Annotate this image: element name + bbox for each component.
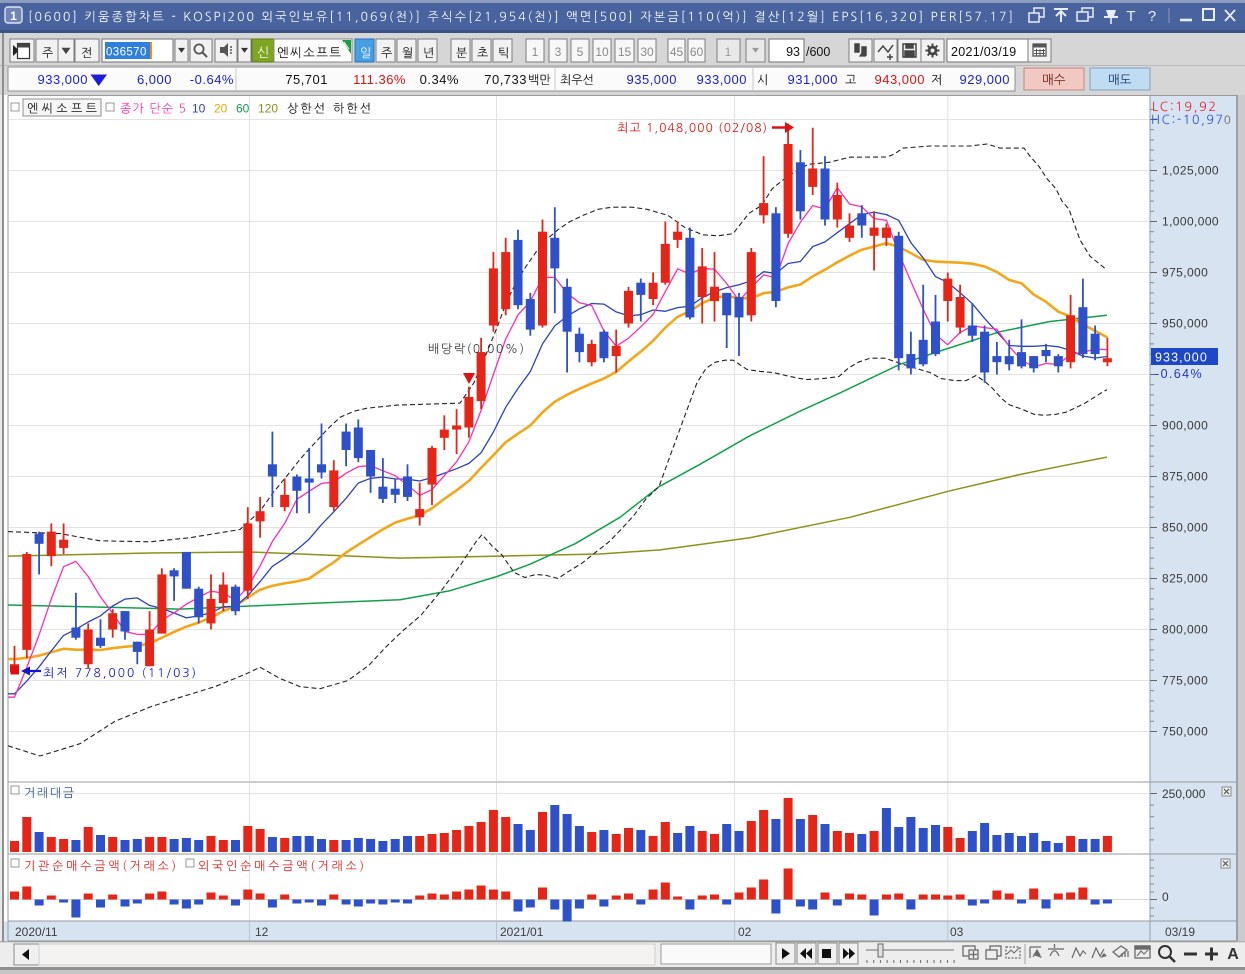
svg-text:036570: 036570: [106, 47, 147, 59]
svg-text:933,000: 933,000: [697, 72, 748, 87]
svg-text:850,000: 850,000: [1162, 521, 1208, 535]
svg-text:111.36%: 111.36%: [353, 72, 406, 87]
svg-text:2020/11: 2020/11: [15, 925, 58, 939]
svg-text:?: ?: [1148, 8, 1156, 25]
svg-text:15: 15: [618, 45, 632, 59]
svg-text:0.34%: 0.34%: [420, 72, 459, 87]
svg-text:1,000,000: 1,000,000: [1162, 215, 1219, 229]
svg-text:A: A: [1227, 946, 1239, 963]
svg-text:75,701: 75,701: [285, 72, 328, 87]
svg-text:T: T: [1126, 8, 1135, 25]
svg-text:1: 1: [532, 45, 539, 59]
svg-text:875,000: 875,000: [1162, 470, 1208, 484]
svg-text:975,000: 975,000: [1162, 266, 1208, 280]
svg-text:60: 60: [236, 102, 250, 116]
svg-text:03/19: 03/19: [1165, 925, 1195, 939]
svg-text:933,000: 933,000: [1155, 351, 1208, 365]
svg-text:2021/01: 2021/01: [500, 925, 544, 939]
svg-text:800,000: 800,000: [1162, 623, 1208, 637]
svg-text:935,000: 935,000: [627, 72, 678, 87]
svg-text:/600: /600: [806, 45, 830, 59]
svg-text:825,000: 825,000: [1162, 572, 1208, 586]
svg-text:02: 02: [738, 925, 752, 939]
svg-text:-0.64%: -0.64%: [190, 72, 234, 87]
svg-text:943,000: 943,000: [875, 72, 926, 87]
svg-text:30: 30: [640, 45, 654, 59]
svg-text:70,733: 70,733: [484, 72, 527, 87]
svg-text:10: 10: [595, 45, 609, 59]
svg-text:0: 0: [1224, 113, 1231, 127]
svg-text:750,000: 750,000: [1162, 725, 1208, 739]
svg-text:900,000: 900,000: [1162, 419, 1208, 433]
svg-text:1: 1: [10, 9, 17, 23]
svg-text:250,000: 250,000: [1162, 787, 1206, 801]
svg-text:1: 1: [725, 45, 732, 59]
svg-text:93: 93: [786, 45, 800, 59]
svg-text:03: 03: [950, 925, 964, 939]
svg-text:6,000: 6,000: [137, 72, 172, 87]
svg-text:12: 12: [255, 925, 269, 939]
svg-text:120: 120: [258, 102, 278, 116]
svg-text:5: 5: [577, 45, 584, 59]
svg-text:775,000: 775,000: [1162, 674, 1208, 688]
svg-text:929,000: 929,000: [960, 72, 1011, 87]
svg-text:45: 45: [670, 45, 684, 59]
svg-text:931,000: 931,000: [788, 72, 839, 87]
svg-text:10: 10: [192, 102, 206, 116]
svg-text:950,000: 950,000: [1162, 317, 1208, 331]
svg-text:-0.64%: -0.64%: [1155, 367, 1203, 381]
svg-text:3: 3: [555, 45, 562, 59]
svg-text:20: 20: [214, 102, 228, 116]
svg-text:1,025,000: 1,025,000: [1162, 164, 1219, 178]
svg-text:0: 0: [1162, 890, 1169, 904]
svg-text:2021/03/19: 2021/03/19: [951, 45, 1017, 59]
svg-text:60: 60: [690, 45, 704, 59]
svg-text:933,000: 933,000: [38, 72, 89, 87]
